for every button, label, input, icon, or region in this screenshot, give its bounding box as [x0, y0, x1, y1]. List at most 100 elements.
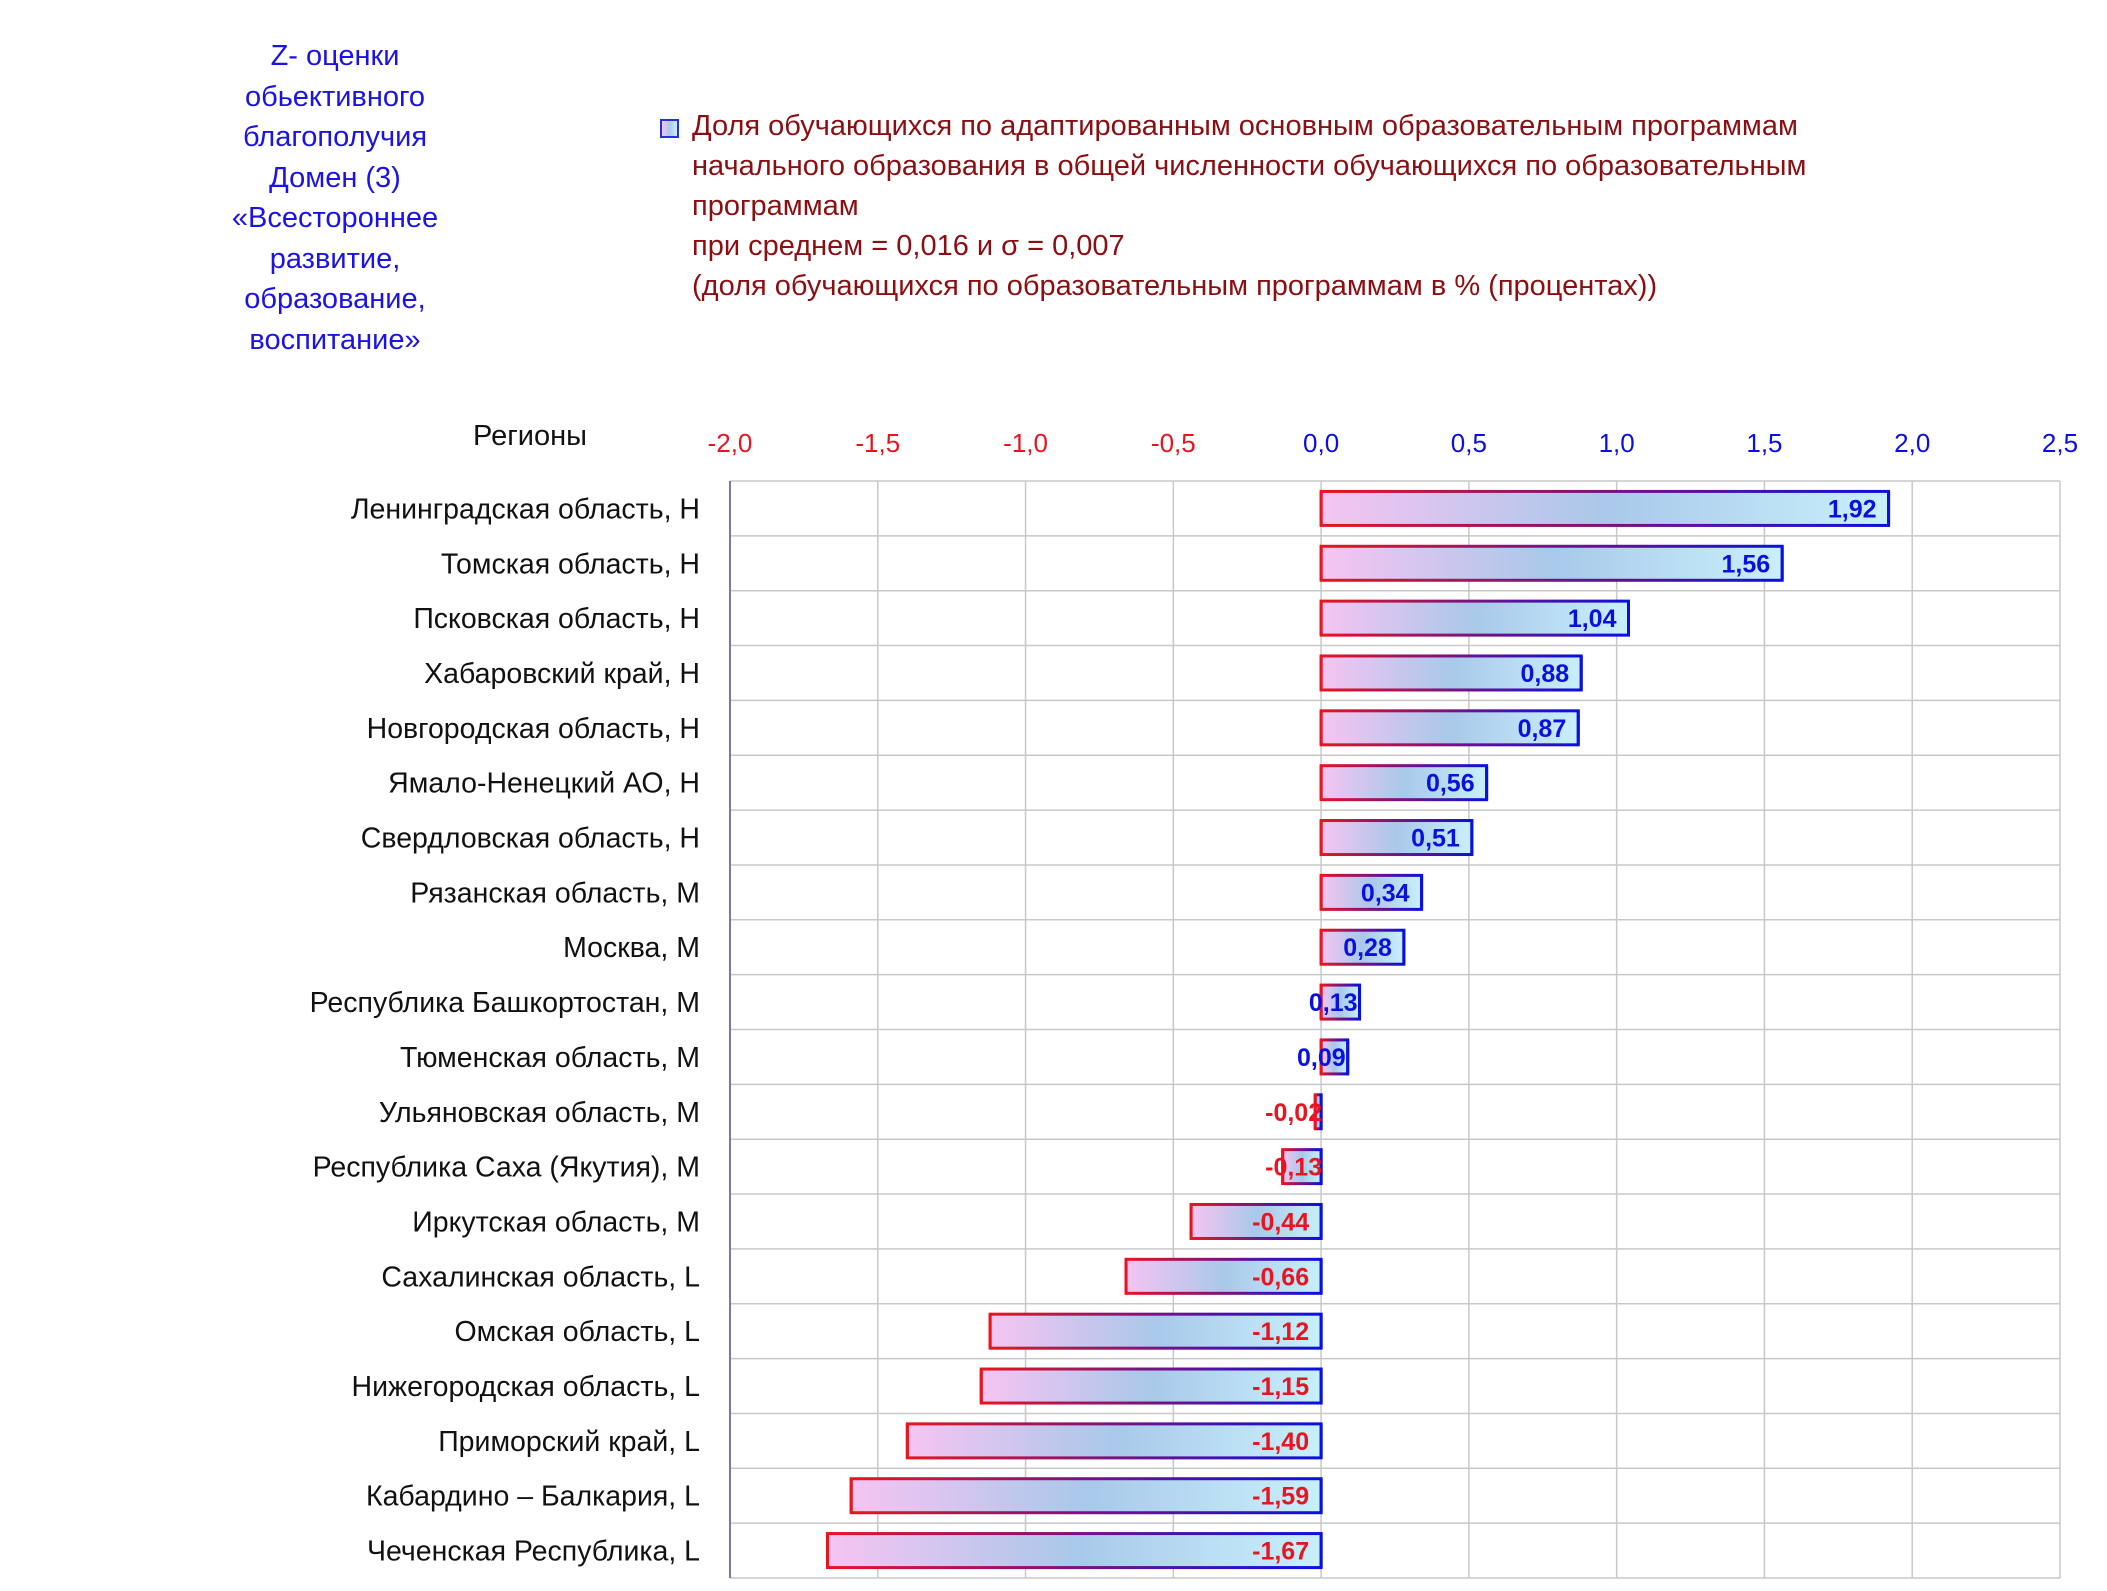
bar-fill [907, 1423, 1322, 1458]
x-tick-label: 0,5 [1451, 428, 1487, 458]
side-caption: Z- оценки обьективного благополучия Домен (… [185, 36, 485, 360]
value-label: 0,28 [1343, 934, 1392, 962]
x-tick-label: 2,5 [2042, 428, 2078, 458]
bar [1319, 983, 1362, 1021]
grid [729, 480, 2061, 1579]
legend-line: при среднем = 0,016 и σ = 0,007 [692, 230, 1125, 262]
value-label: 0,13 [1309, 989, 1358, 1017]
region-label: Свердловская область, Н [361, 823, 700, 855]
legend: Доля обучающихся по адаптированным основ… [660, 106, 2060, 306]
legend-line: (доля обучающихся по образовательным про… [692, 270, 1658, 302]
x-tick-label: 0,0 [1303, 428, 1339, 458]
x-axis: -2,0 -1,5 -1,0 -0,5 0,0 0,5 1,0 1,5 2,0 2,5 [708, 428, 2078, 458]
side-caption-line: развитие, [269, 242, 401, 275]
value-label: -1,67 [1252, 1538, 1309, 1566]
bars [826, 489, 1891, 1570]
region-label: Сахалинская область, L [381, 1261, 700, 1293]
x-tick-label: -2,0 [708, 428, 753, 458]
bar [1319, 873, 1424, 911]
bar-fill [1321, 1039, 1348, 1074]
bar [1319, 1038, 1350, 1076]
region-label: Хабаровский край, Н [424, 658, 700, 690]
value-label: 1,56 [1722, 550, 1771, 578]
bar-fill [1315, 1094, 1322, 1129]
bar [1189, 1202, 1323, 1240]
value-label: -1,15 [1252, 1373, 1309, 1401]
legend-swatch [660, 119, 679, 138]
x-tick-label: -1,0 [1003, 428, 1048, 458]
region-label: Чеченская Республика, L [367, 1536, 700, 1568]
bar-fill [1321, 820, 1472, 855]
bar [979, 1367, 1323, 1405]
region-label: Ленинградская область, Н [351, 493, 700, 525]
value-label: 1,92 [1828, 495, 1877, 523]
bar [1319, 544, 1784, 582]
region-label: Омская область, L [454, 1316, 700, 1348]
bar [1319, 928, 1406, 966]
bar [1319, 819, 1474, 857]
bar-fill [1126, 1259, 1322, 1294]
region-label: Республика Саха (Якутия), М [313, 1152, 700, 1184]
region-label: Кабардино – Балкария, L [366, 1481, 700, 1513]
bar-fill [1321, 491, 1889, 526]
region-label: Новгородская область, Н [367, 713, 700, 745]
value-label: 0,09 [1297, 1044, 1346, 1072]
value-label: -1,12 [1252, 1318, 1309, 1346]
bar-fill [990, 1314, 1322, 1349]
bar [849, 1477, 1323, 1515]
side-caption-line: воспитание» [249, 323, 421, 356]
side-caption-line: «Всестороннее [231, 202, 439, 234]
x-tick-label: 2,0 [1894, 428, 1930, 458]
bar-fill [1321, 601, 1629, 636]
bar-fill [981, 1369, 1322, 1404]
y-axis: Ленинградская область, Н Томская область,… [310, 493, 700, 1567]
bar [1319, 489, 1891, 527]
value-label: -0,66 [1252, 1263, 1309, 1291]
value-label: 1,04 [1568, 605, 1617, 633]
bar [1319, 709, 1580, 747]
legend-line: программам [692, 190, 859, 222]
value-label: 0,56 [1426, 770, 1475, 798]
value-label: 0,34 [1361, 879, 1410, 907]
region-label: Приморский край, L [438, 1426, 700, 1458]
bar-fill [1282, 1149, 1322, 1184]
region-label: Ямало-Ненецкий АО, Н [388, 768, 700, 800]
x-tick-label: -1,5 [855, 428, 900, 458]
bar [826, 1532, 1323, 1570]
bar-fill [827, 1533, 1322, 1568]
side-caption-line: благополучия [242, 121, 428, 153]
y-axis-title: Регионы [473, 420, 587, 452]
region-label: Ульяновская область, М [379, 1097, 700, 1129]
value-label: -0,02 [1265, 1099, 1322, 1127]
bar [1281, 1148, 1323, 1186]
value-labels: 1,92 1,56 1,04 0,88 0,87 0,56 0,510,34 0,28 0,13… [1252, 495, 1876, 1565]
bar-fill [1321, 985, 1360, 1020]
bar-fill [1321, 930, 1404, 965]
bar-fill [1321, 546, 1783, 581]
bar-fill [1191, 1204, 1322, 1239]
x-tick-label: 1,5 [1746, 428, 1782, 458]
side-caption-line: обьективного [244, 80, 426, 113]
bar [1319, 654, 1583, 692]
value-label: -1,40 [1252, 1428, 1309, 1456]
region-label: Республика Башкортостан, М [310, 987, 700, 1019]
bar-fill [1321, 765, 1487, 800]
value-label: 0,87 [1518, 715, 1567, 743]
legend-line: начального образования в общей численнос… [692, 150, 1807, 182]
region-label: Псковская область, Н [413, 603, 700, 635]
side-caption-line: Домен (3) [269, 161, 401, 194]
region-label: Москва, М [563, 932, 700, 964]
region-label: Тюменская область, М [400, 1042, 700, 1074]
bar [1319, 599, 1630, 637]
region-label: Иркутская область, М [412, 1206, 700, 1238]
x-tick-label: -0,5 [1151, 428, 1196, 458]
value-label: 0,51 [1411, 825, 1460, 853]
bar [988, 1312, 1323, 1350]
value-label: 0,88 [1521, 660, 1570, 688]
bar-fill [1321, 875, 1422, 910]
value-label: -0,13 [1265, 1154, 1322, 1182]
bar [1124, 1257, 1323, 1295]
bar-fill [1321, 655, 1582, 690]
value-label: -1,59 [1252, 1483, 1309, 1511]
